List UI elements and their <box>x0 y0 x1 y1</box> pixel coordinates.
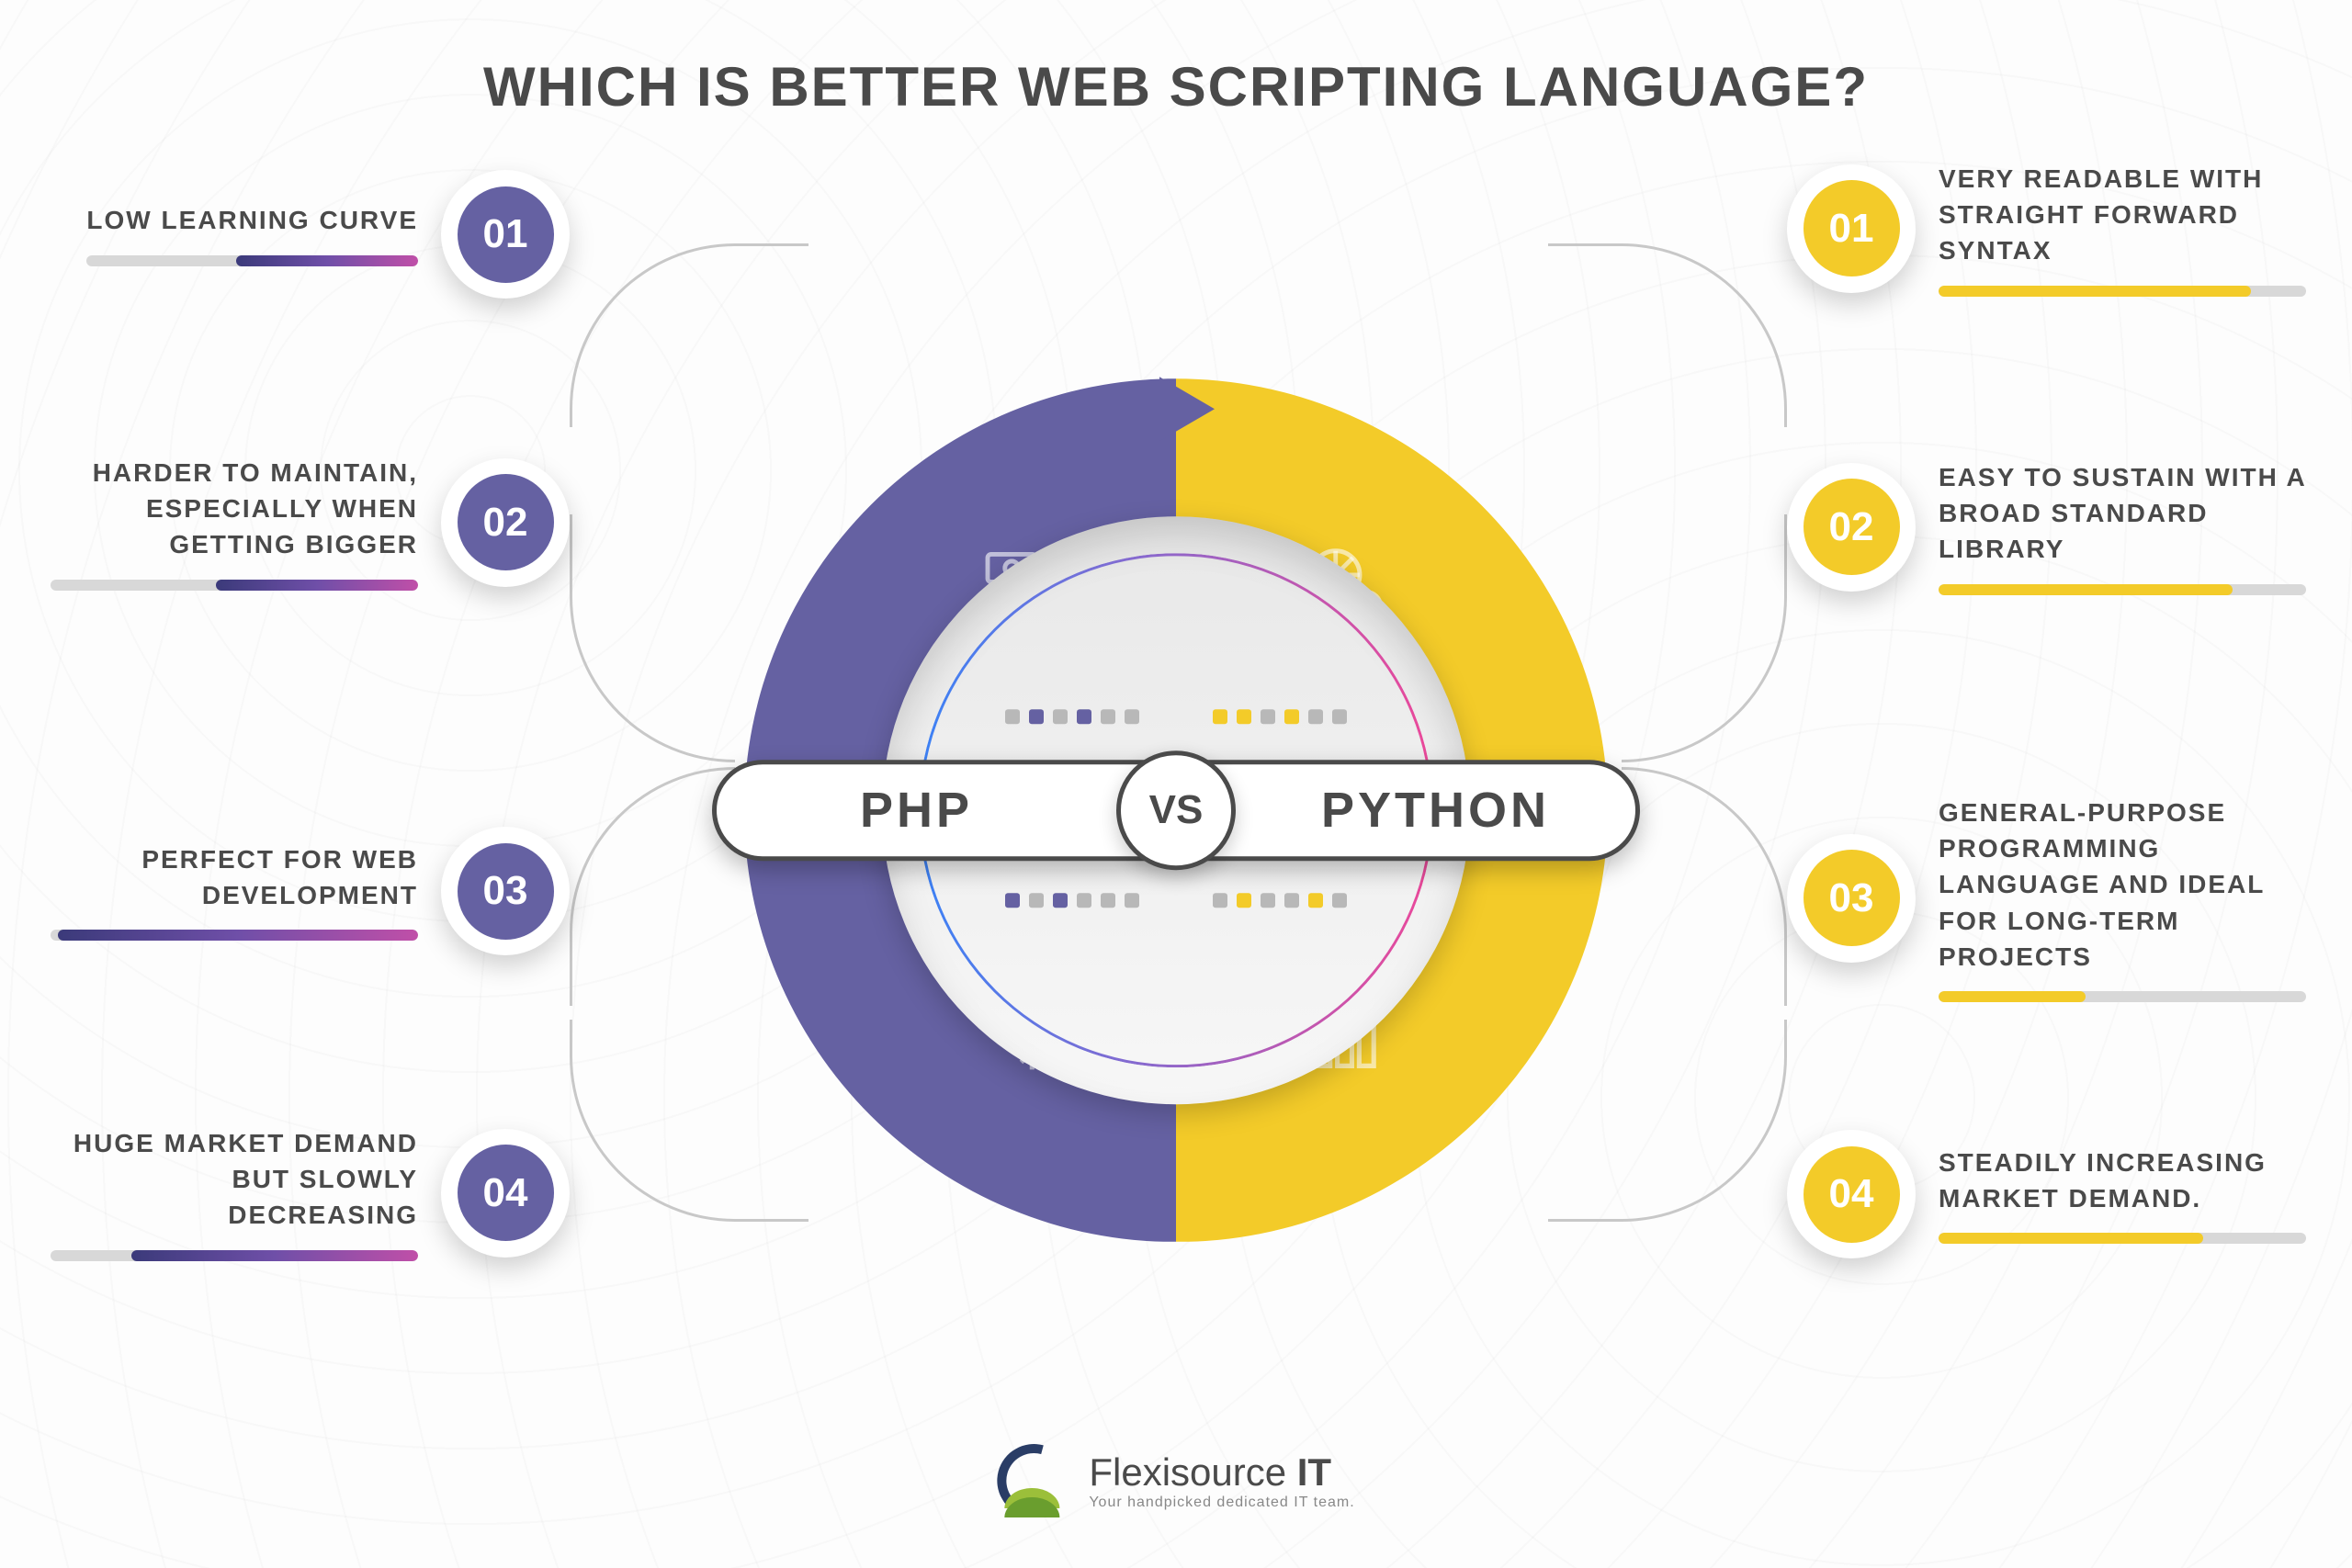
progress-bar <box>1939 991 2306 1002</box>
infographic-canvas: WHICH IS BETTER WEB SCRIPTING LANGUAGE? <box>0 0 2352 1568</box>
center-comparison-circle: PHP VS PYTHON <box>744 378 1608 1242</box>
progress-bar <box>51 930 418 941</box>
progress-bar <box>51 1250 418 1261</box>
feature-number-badge: 01 <box>441 170 570 299</box>
logo-mark-icon <box>997 1444 1070 1517</box>
progress-bar <box>1939 584 2306 595</box>
feature-item-right-4: 04 STEADILY INCREASING MARKET DEMAND. <box>1787 1130 2306 1258</box>
progress-bar <box>51 580 418 591</box>
feature-number-badge: 02 <box>441 458 570 587</box>
connector-line <box>570 767 735 1006</box>
left-language-label: PHP <box>717 782 1116 839</box>
feature-number-badge: 02 <box>1787 463 1916 592</box>
decorative-dots <box>1005 893 1347 908</box>
donut-arrow-icon <box>1159 377 1215 441</box>
connector-line <box>1622 767 1787 1006</box>
feature-number-badge: 04 <box>1787 1130 1916 1258</box>
feature-label: EASY TO SUSTAIN WITH A BROAD STANDARD LI… <box>1939 459 2306 568</box>
feature-label: GENERAL-PURPOSE PROGRAMMING LANGUAGE AND… <box>1939 795 2306 975</box>
connector-line <box>570 514 735 762</box>
progress-bar <box>1939 286 2306 297</box>
feature-number-badge: 01 <box>1787 164 1916 293</box>
feature-number-badge: 04 <box>441 1129 570 1258</box>
decorative-dots <box>1005 709 1347 724</box>
brand-logo: Flexisource IT Your handpicked dedicated… <box>997 1444 1354 1517</box>
feature-number-badge: 03 <box>1787 834 1916 963</box>
feature-label: HUGE MARKET DEMAND BUT SLOWLY DECREASING <box>51 1125 418 1234</box>
connector-line <box>1622 514 1787 762</box>
feature-label: STEADILY INCREASING MARKET DEMAND. <box>1939 1145 2306 1216</box>
main-title: WHICH IS BETTER WEB SCRIPTING LANGUAGE? <box>0 55 2352 118</box>
feature-item-right-1: 01 VERY READABLE WITH STRAIGHT FORWARD S… <box>1787 161 2306 297</box>
vs-badge: VS <box>1116 750 1236 870</box>
progress-bar <box>86 255 418 266</box>
vs-pill: PHP VS PYTHON <box>712 760 1640 861</box>
feature-label: HARDER TO MAINTAIN, ESPECIALLY WHEN GETT… <box>51 455 418 563</box>
feature-item-left-3: PERFECT FOR WEB DEVELOPMENT 03 <box>51 827 570 955</box>
feature-item-left-2: HARDER TO MAINTAIN, ESPECIALLY WHEN GETT… <box>51 455 570 591</box>
feature-item-left-4: HUGE MARKET DEMAND BUT SLOWLY DECREASING… <box>51 1125 570 1261</box>
feature-item-right-3: 03 GENERAL-PURPOSE PROGRAMMING LANGUAGE … <box>1787 795 2306 1002</box>
brand-tagline: Your handpicked dedicated IT team. <box>1089 1495 1354 1511</box>
right-language-label: PYTHON <box>1236 782 1635 839</box>
feature-item-left-1: LOW LEARNING CURVE 01 <box>86 170 570 299</box>
feature-label: PERFECT FOR WEB DEVELOPMENT <box>51 841 418 913</box>
feature-label: VERY READABLE WITH STRAIGHT FORWARD SYNT… <box>1939 161 2306 269</box>
feature-label: LOW LEARNING CURVE <box>86 202 418 238</box>
feature-number-badge: 03 <box>441 827 570 955</box>
progress-bar <box>1939 1233 2306 1244</box>
feature-item-right-2: 02 EASY TO SUSTAIN WITH A BROAD STANDARD… <box>1787 459 2306 595</box>
brand-name: Flexisource IT <box>1089 1450 1354 1495</box>
